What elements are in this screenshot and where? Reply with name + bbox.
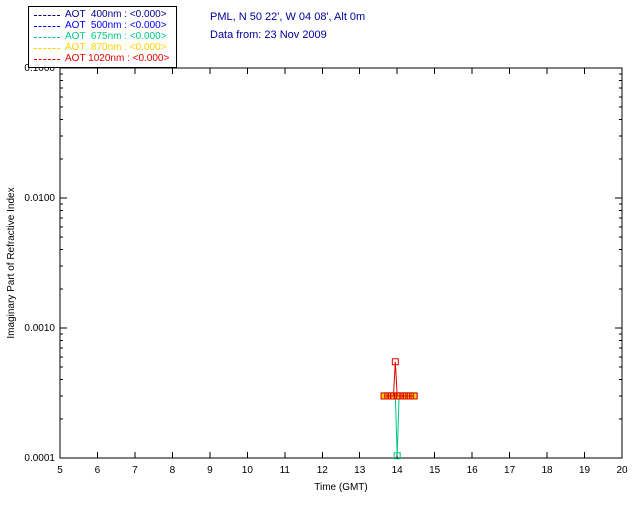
legend-entry-label: AOT 675nm : <0.000>	[65, 31, 167, 42]
y-tick-label: 0.0001	[24, 453, 55, 464]
legend-box: AOT 400nm : <0.000> AOT 500nm : <0.000> AO…	[28, 6, 178, 68]
legend-entry-label: AOT 500nm : <0.000>	[65, 20, 167, 31]
header-text: PML, N 50 22', W 04 08', Alt 0m Data fro…	[210, 8, 365, 44]
series-marker-aot-675nm	[393, 452, 401, 460]
x-tick-label: 14	[392, 465, 404, 476]
legend-line-sample	[34, 36, 60, 38]
series-marker-aot-1020nm	[395, 392, 403, 400]
series-marker-aot-1020nm	[406, 392, 414, 400]
y-tick-label: 0.1000	[24, 63, 55, 74]
series-marker-aot-1020nm	[380, 392, 388, 400]
legend-entry-label: AOT 870nm : <0.000>	[65, 42, 167, 53]
y-tick-label: 0.0100	[24, 193, 55, 204]
y-tick-label: 0.0010	[24, 323, 55, 334]
legend-entry-label: AOT 400nm : <0.000>	[65, 9, 167, 20]
legend-entry: AOT 500nm : <0.000>	[34, 21, 169, 31]
legend-entry: AOT 400nm : <0.000>	[34, 10, 169, 20]
legend-line-sample	[34, 25, 60, 27]
data-from-label: Data from: 23 Nov 2009	[210, 29, 327, 41]
series-marker-aot-1020nm	[410, 392, 418, 400]
x-tick-label: 18	[542, 465, 554, 476]
legend-entry: AOT 675nm : <0.000>	[34, 32, 169, 42]
station-location: PML, N 50 22', W 04 08', Alt 0m	[210, 11, 366, 23]
x-tick-label: 16	[467, 465, 479, 476]
x-tick-label: 11	[280, 465, 291, 476]
legend-entry: AOT 1020nm : <0.000>	[34, 54, 169, 64]
y-axis-title: Imaginary Part of Refractive Index	[6, 187, 17, 338]
legend-entry-label: AOT 1020nm : <0.000>	[65, 53, 170, 64]
series-marker-aot-1020nm	[399, 392, 407, 400]
x-tick-label: 7	[132, 465, 138, 476]
legend-line-sample	[34, 58, 60, 60]
x-tick-label: 17	[504, 465, 516, 476]
legend-entry: AOT 870nm : <0.000>	[34, 43, 169, 53]
series-line-aot-1020nm	[384, 361, 415, 397]
x-tick-label: 12	[317, 465, 329, 476]
series-marker-aot-1020nm	[391, 358, 399, 366]
series-line-aot-675nm	[384, 395, 415, 456]
x-tick-label: 20	[616, 465, 628, 476]
x-tick-label: 10	[242, 465, 254, 476]
x-tick-label: 6	[95, 465, 101, 476]
x-axis-title: Time (GMT)	[314, 482, 368, 493]
legend-line-sample	[34, 47, 60, 49]
series-marker-aot-1020nm	[403, 392, 411, 400]
x-tick-label: 9	[207, 465, 213, 476]
plot-border	[59, 67, 623, 459]
legend-line-sample	[34, 14, 60, 16]
x-tick-label: 19	[579, 465, 591, 476]
x-tick-label: 13	[354, 465, 366, 476]
x-tick-label: 15	[429, 465, 441, 476]
x-tick-label: 8	[170, 465, 176, 476]
x-tick-label: 5	[57, 465, 63, 476]
